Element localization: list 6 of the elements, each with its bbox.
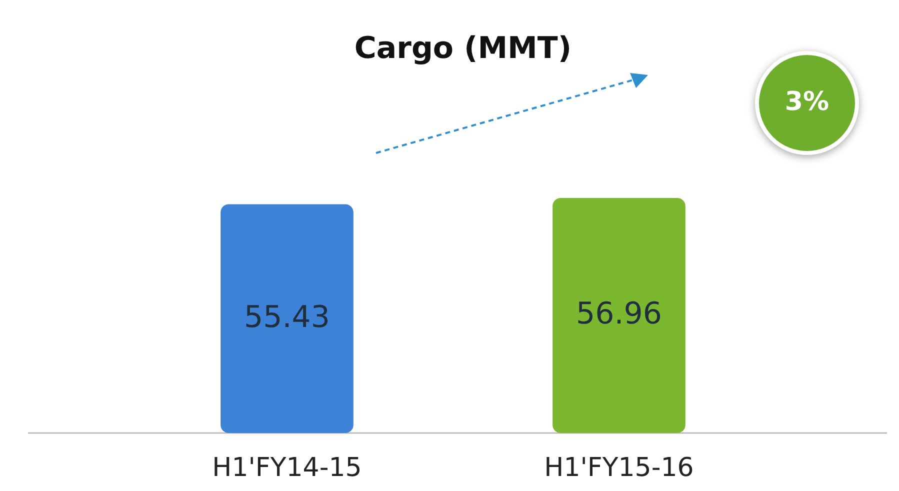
text: 3% xyxy=(784,87,830,118)
x-tick-label: H1'FY14-15 xyxy=(212,453,362,483)
x-tick-label: H1'FY15-16 xyxy=(544,453,694,483)
data-label: 56.96 xyxy=(576,296,662,332)
chart-title: Cargo (MMT) xyxy=(354,31,572,66)
data-label: 55.43 xyxy=(244,300,330,335)
